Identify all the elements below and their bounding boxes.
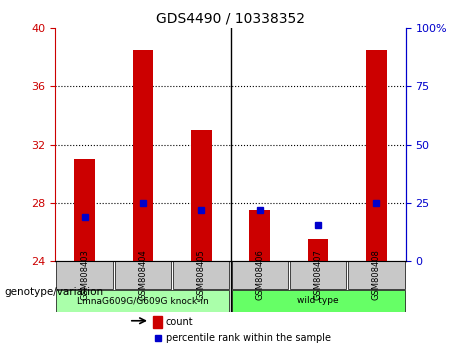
Text: wild type: wild type <box>297 296 339 305</box>
Bar <box>191 130 212 261</box>
Text: percentile rank within the sample: percentile rank within the sample <box>165 333 331 343</box>
FancyBboxPatch shape <box>173 261 229 289</box>
Text: GSM808407: GSM808407 <box>313 249 323 300</box>
Text: GSM808406: GSM808406 <box>255 249 264 300</box>
FancyBboxPatch shape <box>57 261 112 289</box>
Text: GSM808403: GSM808403 <box>80 249 89 300</box>
FancyBboxPatch shape <box>232 261 288 289</box>
FancyBboxPatch shape <box>290 261 346 289</box>
Text: genotype/variation: genotype/variation <box>5 287 104 297</box>
Bar <box>366 50 387 261</box>
Bar <box>154 315 162 328</box>
Bar <box>74 159 95 261</box>
Text: GSM808408: GSM808408 <box>372 249 381 300</box>
Bar <box>249 210 270 261</box>
Text: LmnaG609G/G609G knock-in: LmnaG609G/G609G knock-in <box>77 296 209 305</box>
FancyBboxPatch shape <box>232 290 404 312</box>
Bar <box>133 50 153 261</box>
Text: count: count <box>165 317 193 327</box>
Text: GSM808404: GSM808404 <box>138 249 148 300</box>
Title: GDS4490 / 10338352: GDS4490 / 10338352 <box>156 12 305 26</box>
FancyBboxPatch shape <box>115 261 171 289</box>
FancyBboxPatch shape <box>57 290 229 312</box>
Text: GSM808405: GSM808405 <box>197 249 206 300</box>
FancyBboxPatch shape <box>349 261 404 289</box>
Bar <box>308 239 328 261</box>
